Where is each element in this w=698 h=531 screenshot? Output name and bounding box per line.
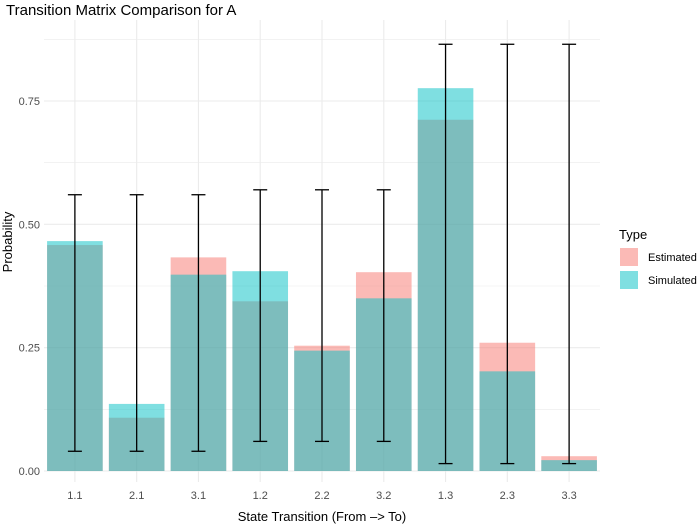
error-bar-1.3	[438, 43, 453, 465]
x-axis-ticks: 1.1 2.1 3.1 1.2 2.2 3.2 1.3 2.3 3.3	[67, 490, 577, 502]
chart-title: Transition Matrix Comparison for A	[6, 2, 236, 19]
error-bar-1.2	[253, 189, 268, 443]
error-bar-1.1	[67, 194, 82, 452]
x-tick-label: 2.1	[129, 490, 144, 502]
x-tick-label: 2.3	[500, 490, 515, 502]
error-bars	[67, 43, 577, 465]
legend: Type Estimated Simulated	[619, 227, 697, 289]
error-bar-2.3	[500, 43, 515, 465]
legend-label: Estimated	[648, 252, 697, 264]
error-bar-3.3	[562, 43, 577, 465]
bar-simulated-3.3	[541, 460, 597, 471]
error-bar-3.2	[376, 189, 391, 443]
legend-items: Estimated Simulated	[620, 248, 697, 289]
x-tick-label: 1.3	[438, 490, 453, 502]
error-bar-3.1	[191, 194, 206, 452]
x-tick-label: 1.2	[253, 490, 268, 502]
y-axis-ticks: 0.00 0.25 0.50 0.75	[19, 96, 40, 478]
y-tick-label: 0.00	[19, 466, 40, 478]
y-axis-title: Probability	[0, 211, 15, 272]
x-tick-label: 3.3	[561, 490, 576, 502]
legend-item-simulated: Simulated	[620, 271, 697, 289]
y-tick-label: 0.75	[19, 96, 40, 108]
x-tick-label: 2.2	[314, 490, 329, 502]
legend-title: Type	[619, 227, 647, 242]
x-tick-label: 1.1	[67, 490, 82, 502]
error-bar-2.2	[315, 189, 329, 443]
legend-item-estimated: Estimated	[620, 248, 697, 266]
legend-swatch	[620, 248, 638, 266]
legend-label: Simulated	[648, 275, 697, 287]
legend-swatch	[620, 271, 638, 289]
x-axis-title: State Transition (From –> To)	[238, 509, 406, 524]
error-bar-2.1	[129, 194, 144, 452]
x-tick-label: 3.1	[191, 490, 206, 502]
y-tick-label: 0.50	[19, 219, 40, 231]
x-tick-label: 3.2	[376, 490, 391, 502]
y-tick-label: 0.25	[19, 343, 40, 355]
